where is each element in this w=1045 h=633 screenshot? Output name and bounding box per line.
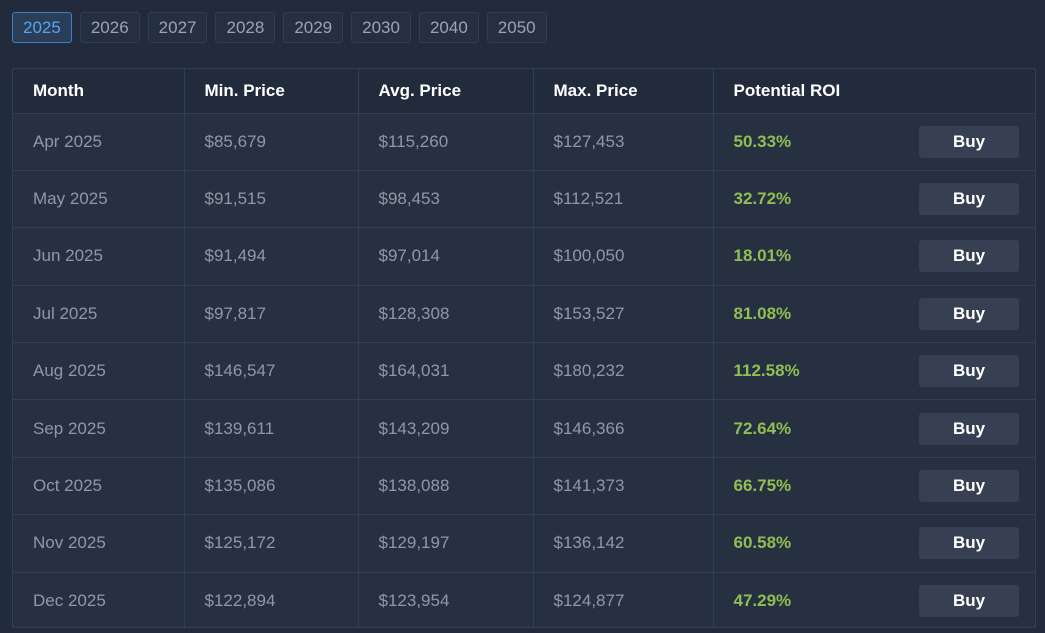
buy-button[interactable]: Buy <box>919 585 1019 618</box>
year-tab-2026[interactable]: 2026 <box>79 12 140 43</box>
avg-price-cell: $129,197 <box>358 514 534 573</box>
action-cell: Buy <box>898 285 1035 344</box>
potential-roi-cell: 18.01% <box>713 227 898 286</box>
buy-button[interactable]: Buy <box>919 183 1019 216</box>
min-price-cell: $125,172 <box>184 514 359 573</box>
table-header-row: Month Min. Price Avg. Price Max. Price P… <box>13 69 1035 114</box>
column-header-month: Month <box>13 69 185 114</box>
year-tab-2050[interactable]: 2050 <box>486 12 547 43</box>
column-header-avg-price: Avg. Price <box>358 69 534 114</box>
potential-roi-cell: 66.75% <box>713 457 898 516</box>
max-price-cell: $112,521 <box>533 170 714 229</box>
avg-price-cell: $98,453 <box>358 170 534 229</box>
month-cell: May 2025 <box>13 170 185 229</box>
action-cell: Buy <box>898 342 1035 401</box>
potential-roi-cell: 47.29% <box>733 591 792 611</box>
column-header-min-price: Min. Price <box>184 69 359 114</box>
min-price-cell: $97,817 <box>184 285 359 344</box>
buy-button[interactable]: Buy <box>919 355 1019 388</box>
month-cell: Oct 2025 <box>13 457 185 516</box>
table-row: Jun 2025 $91,494 $97,014 $100,050 18.01% Buy <box>13 227 1035 286</box>
action-cell: Buy <box>898 113 1035 171</box>
table-row: Aug 2025 $146,547 $164,031 $180,232 112.58% B… <box>13 342 1035 401</box>
table-row: Jul 2025 $97,817 $128,308 $153,527 81.08% Buy <box>13 285 1035 344</box>
max-price-cell: $124,877 <box>533 572 714 627</box>
action-cell: Buy <box>898 457 1035 516</box>
year-tabs: 2025 2026 2027 2028 2029 2030 2040 2050 <box>12 12 547 43</box>
avg-price-cell: $143,209 <box>358 399 534 458</box>
max-price-cell: $141,373 <box>533 457 714 516</box>
action-cell: Buy <box>898 514 1035 573</box>
year-tab-2027[interactable]: 2027 <box>147 12 208 43</box>
avg-price-cell: $115,260 <box>358 113 534 171</box>
month-cell: Aug 2025 <box>13 342 185 401</box>
avg-price-cell: $123,954 <box>358 572 534 627</box>
action-cell: Buy <box>898 170 1035 229</box>
potential-roi-cell: 81.08% <box>713 285 898 344</box>
month-cell: Sep 2025 <box>13 399 185 458</box>
price-forecast-table: Month Min. Price Avg. Price Max. Price P… <box>12 68 1036 628</box>
buy-button[interactable]: Buy <box>919 412 1019 445</box>
table-row: Sep 2025 $139,611 $143,209 $146,366 72.64% Bu… <box>13 399 1035 458</box>
action-cell: Buy <box>898 227 1035 286</box>
buy-button[interactable]: Buy <box>919 125 1019 158</box>
month-cell: Dec 2025 <box>13 572 185 627</box>
potential-roi-cell: 112.58% <box>713 342 898 401</box>
action-cell: Buy <box>898 399 1035 458</box>
avg-price-cell: $128,308 <box>358 285 534 344</box>
month-cell: Jul 2025 <box>13 285 185 344</box>
avg-price-cell: $164,031 <box>358 342 534 401</box>
buy-button[interactable]: Buy <box>919 297 1019 330</box>
table-row: Oct 2025 $135,086 $138,088 $141,373 66.75% Bu… <box>13 457 1035 516</box>
min-price-cell: $91,515 <box>184 170 359 229</box>
max-price-cell: $100,050 <box>533 227 714 286</box>
year-tab-2040[interactable]: 2040 <box>418 12 479 43</box>
max-price-cell: $153,527 <box>533 285 714 344</box>
avg-price-cell: $97,014 <box>358 227 534 286</box>
min-price-cell: $139,611 <box>184 399 359 458</box>
max-price-cell: $180,232 <box>533 342 714 401</box>
table-row: Dec 2025 $122,894 $123,954 $124,877 47.29% Bu… <box>13 572 1035 627</box>
min-price-cell: $122,894 <box>184 572 359 627</box>
column-header-potential-roi: Potential ROI <box>713 69 898 114</box>
potential-roi-cell: 60.58% <box>713 514 898 573</box>
action-cell: Buy <box>898 572 1035 627</box>
column-header-action <box>898 69 1035 114</box>
min-price-cell: $91,494 <box>184 227 359 286</box>
avg-price-cell: $138,088 <box>358 457 534 516</box>
table-row: Nov 2025 $125,172 $129,197 $136,142 60.58% Bu… <box>13 514 1035 573</box>
year-tab-2030[interactable]: 2030 <box>351 12 411 43</box>
max-price-cell: $127,453 <box>533 113 714 171</box>
table-row: Apr 2025 $85,679 $115,260 $127,453 50.33% Buy <box>13 113 1035 171</box>
min-price-cell: $85,679 <box>184 113 359 171</box>
min-price-cell: $146,547 <box>184 342 359 401</box>
potential-roi-cell: 50.33% <box>713 113 898 171</box>
buy-button[interactable]: Buy <box>919 240 1019 273</box>
month-cell: Jun 2025 <box>13 227 185 286</box>
buy-button[interactable]: Buy <box>919 527 1019 560</box>
year-tab-2028[interactable]: 2028 <box>215 12 276 43</box>
column-header-max-price: Max. Price <box>533 69 714 114</box>
min-price-cell: $135,086 <box>184 457 359 516</box>
max-price-cell: $146,366 <box>533 399 714 458</box>
table-row: May 2025 $91,515 $98,453 $112,521 32.72% Buy <box>13 170 1035 229</box>
year-tab-2029[interactable]: 2029 <box>283 12 344 43</box>
potential-roi-cell: 72.64% <box>713 399 898 458</box>
potential-roi-cell: 32.72% <box>713 170 898 229</box>
year-tab-2025[interactable]: 2025 <box>12 12 72 43</box>
max-price-cell: $136,142 <box>533 514 714 573</box>
month-cell: Apr 2025 <box>13 113 185 171</box>
month-cell: Nov 2025 <box>13 514 185 573</box>
buy-button[interactable]: Buy <box>919 470 1019 503</box>
